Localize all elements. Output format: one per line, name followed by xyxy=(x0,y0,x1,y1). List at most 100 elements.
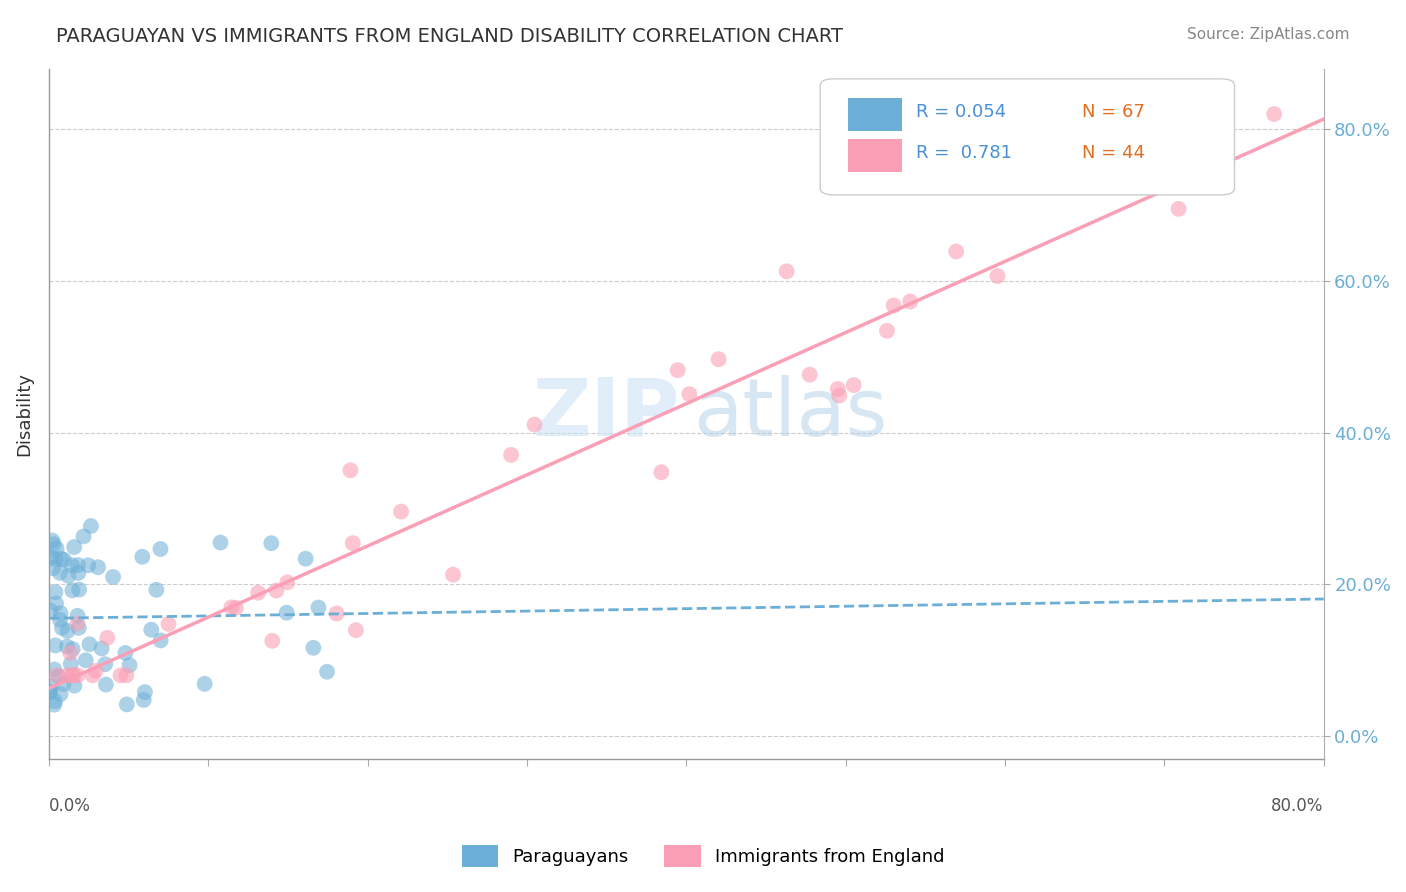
Point xyxy=(67,558,90,573)
Text: N = 67: N = 67 xyxy=(1081,103,1144,121)
Point xyxy=(39,684,62,698)
Point xyxy=(45,668,67,682)
Point xyxy=(45,541,67,556)
Point xyxy=(276,575,298,590)
Point xyxy=(501,448,523,462)
Point xyxy=(39,679,62,693)
Point xyxy=(523,417,546,432)
Point xyxy=(66,668,89,682)
Point xyxy=(678,387,700,401)
Point xyxy=(56,640,79,654)
Point xyxy=(90,641,112,656)
Point xyxy=(84,664,107,678)
Point xyxy=(898,294,921,309)
Point xyxy=(194,677,217,691)
Point xyxy=(94,657,117,672)
Point xyxy=(149,633,172,648)
Point xyxy=(307,600,329,615)
Point xyxy=(44,639,66,653)
Point xyxy=(60,668,83,682)
Point xyxy=(828,388,851,402)
Point xyxy=(58,569,80,583)
Point xyxy=(294,551,316,566)
Point xyxy=(666,363,689,377)
Point xyxy=(945,244,967,259)
Point xyxy=(52,552,75,566)
Point xyxy=(51,621,73,635)
Point xyxy=(44,585,66,599)
Point xyxy=(56,624,79,638)
Point xyxy=(96,631,118,645)
Point xyxy=(49,606,72,620)
Point xyxy=(79,637,101,651)
Point xyxy=(876,324,898,338)
Point xyxy=(75,653,97,667)
Point xyxy=(986,268,1008,283)
Point xyxy=(707,352,730,367)
Point xyxy=(1077,152,1099,166)
Point xyxy=(56,668,79,682)
Point xyxy=(145,582,167,597)
Point xyxy=(247,585,270,599)
Point xyxy=(115,698,138,712)
Point xyxy=(44,698,66,712)
Point xyxy=(302,640,325,655)
Point xyxy=(48,669,70,683)
Point xyxy=(325,607,347,621)
Point xyxy=(115,668,138,682)
Point xyxy=(209,535,232,549)
Point xyxy=(49,566,72,580)
Point xyxy=(44,663,66,677)
Point xyxy=(41,533,63,548)
Point xyxy=(49,687,72,701)
Text: atlas: atlas xyxy=(693,375,887,452)
Point xyxy=(134,685,156,699)
Point xyxy=(42,561,65,575)
Point xyxy=(225,600,247,615)
Text: Source: ZipAtlas.com: Source: ZipAtlas.com xyxy=(1187,27,1350,42)
Point xyxy=(67,621,90,635)
Point xyxy=(62,642,84,657)
Point xyxy=(131,549,153,564)
Point xyxy=(67,582,90,597)
Point xyxy=(45,597,67,611)
Point xyxy=(149,541,172,556)
Point xyxy=(650,466,672,480)
Point xyxy=(42,537,65,551)
Point xyxy=(883,299,905,313)
Point xyxy=(59,646,82,660)
Text: 0.0%: 0.0% xyxy=(49,797,91,814)
Text: 80.0%: 80.0% xyxy=(1271,797,1323,814)
Point xyxy=(262,633,284,648)
Point xyxy=(66,616,89,631)
Point xyxy=(49,613,72,627)
Point xyxy=(441,567,464,582)
Point xyxy=(342,536,364,550)
Point xyxy=(221,600,243,615)
Point xyxy=(82,668,104,682)
Point xyxy=(827,382,849,396)
Point xyxy=(44,694,66,708)
Point xyxy=(72,529,94,543)
Point xyxy=(101,570,124,584)
Point xyxy=(260,536,283,550)
Point xyxy=(60,558,83,573)
Text: ZIP: ZIP xyxy=(533,375,681,452)
Point xyxy=(87,560,110,574)
Text: PARAGUAYAN VS IMMIGRANTS FROM ENGLAND DISABILITY CORRELATION CHART: PARAGUAYAN VS IMMIGRANTS FROM ENGLAND DI… xyxy=(56,27,844,45)
Text: R =  0.781: R = 0.781 xyxy=(915,145,1012,162)
Point xyxy=(63,540,86,554)
Point xyxy=(44,552,66,566)
Point xyxy=(775,264,797,278)
Text: N = 44: N = 44 xyxy=(1081,145,1144,162)
Bar xyxy=(848,97,901,130)
Point xyxy=(157,616,180,631)
Legend: Paraguayans, Immigrants from England: Paraguayans, Immigrants from England xyxy=(454,838,952,874)
Point xyxy=(344,623,367,637)
Point xyxy=(67,566,90,580)
Point xyxy=(1263,107,1285,121)
Text: R = 0.054: R = 0.054 xyxy=(915,103,1007,121)
Point xyxy=(276,606,298,620)
Point xyxy=(63,668,86,682)
Point xyxy=(389,505,412,519)
